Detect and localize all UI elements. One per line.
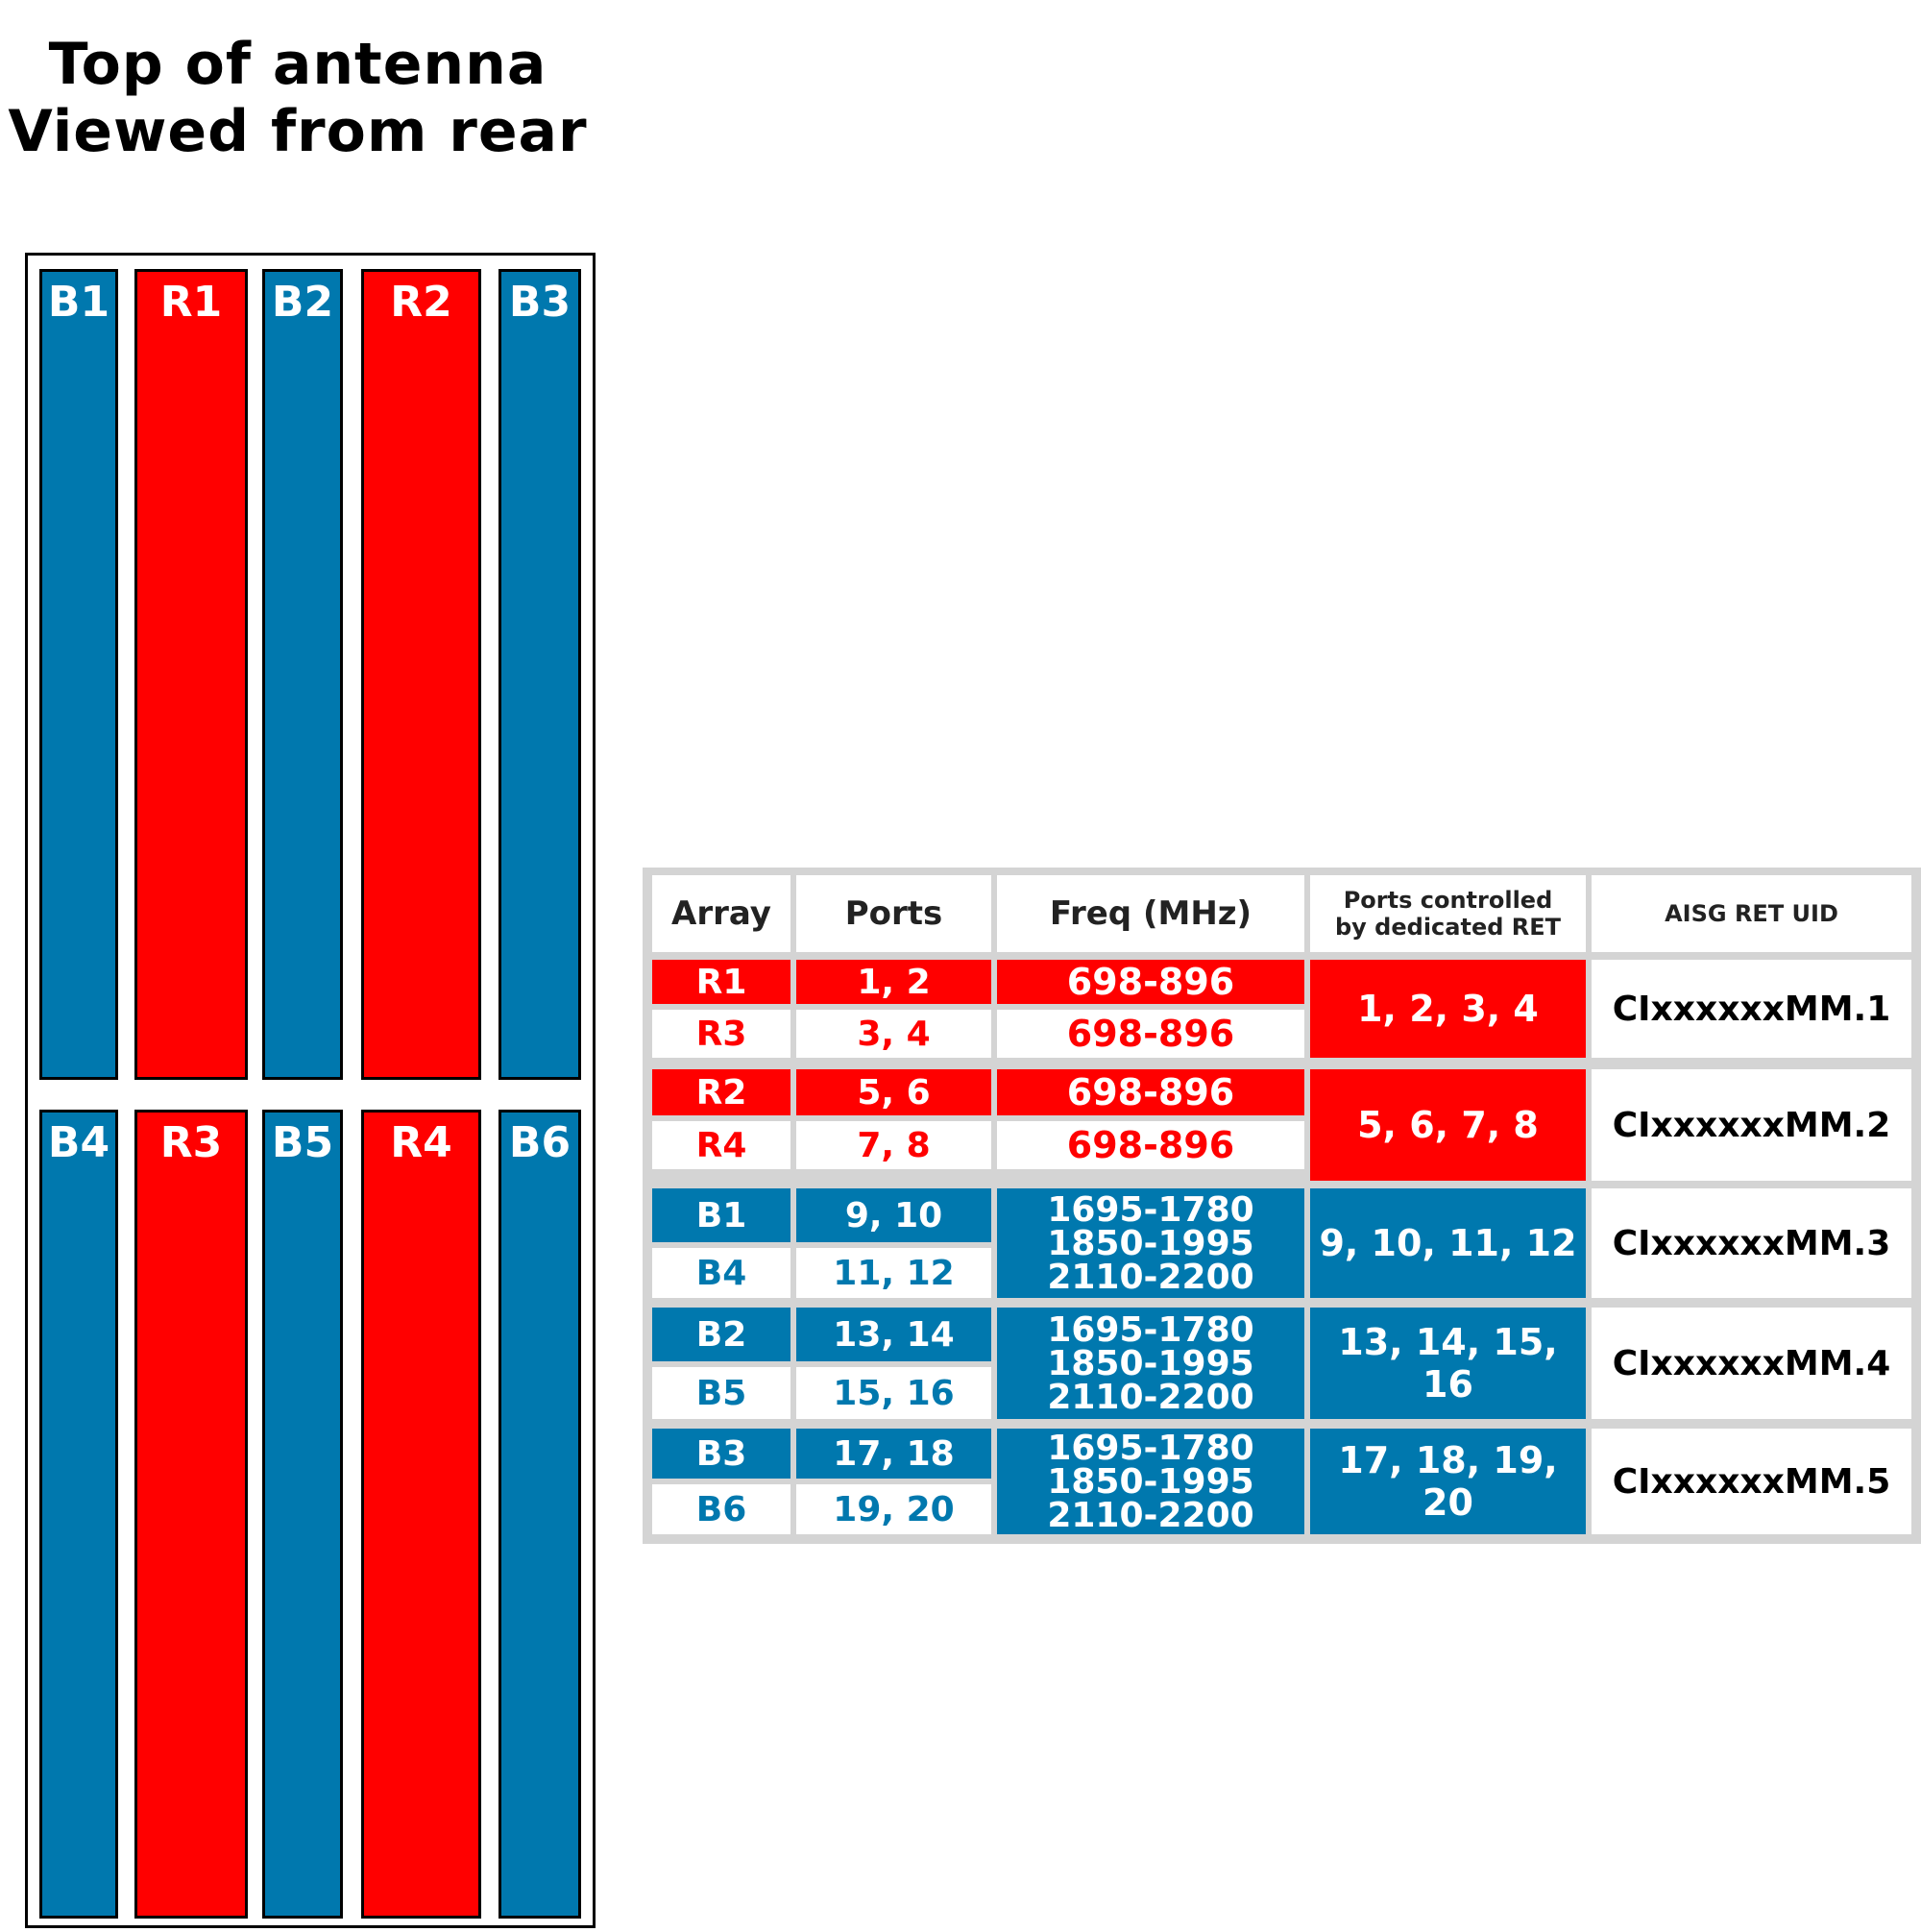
row-freq: 698-896 (997, 1069, 1304, 1115)
array-label: R2 (390, 278, 452, 327)
row-array: R1 (652, 960, 790, 1004)
row-array: B4 (652, 1248, 790, 1298)
ret-uid: CIxxxxxxMM.5 (1592, 1429, 1911, 1534)
row-ports: 5, 6 (796, 1069, 991, 1115)
header-array: Array (652, 875, 790, 952)
freq-band: 1695-1780 (1047, 1189, 1254, 1230)
ret-uid: CIxxxxxxMM.2 (1592, 1069, 1911, 1181)
array-label: B6 (508, 1118, 571, 1167)
ret-ports: 5, 6, 7, 8 (1310, 1069, 1586, 1181)
freq-band: 2110-2200 (1047, 1495, 1254, 1535)
ret-uid: CIxxxxxxMM.4 (1592, 1308, 1911, 1419)
row-freq: 698-896 (997, 960, 1304, 1004)
array-column-b4: B4 (39, 1110, 118, 1919)
row-array: R2 (652, 1069, 790, 1115)
row-array: B3 (652, 1429, 790, 1479)
array-label: B5 (271, 1118, 334, 1167)
array-label: R1 (159, 278, 223, 327)
row-ports: 13, 14 (796, 1308, 991, 1361)
row-freq-bands: 1695-1780 1850-1995 2110-2200 (997, 1188, 1304, 1298)
row-ports: 9, 10 (796, 1188, 991, 1242)
header-ret-line-1: Ports controlled (1343, 887, 1553, 914)
title-line-2: Viewed from rear (8, 98, 588, 165)
row-ports: 7, 8 (796, 1121, 991, 1169)
row-ports: 11, 12 (796, 1248, 991, 1298)
header-ret: Ports controlled by dedicated RET (1310, 875, 1586, 952)
title-line-1: Top of antenna (48, 31, 547, 98)
ret-uid: CIxxxxxxMM.3 (1592, 1188, 1911, 1298)
header-ports: Ports (796, 875, 991, 952)
ret-ports: 9, 10, 11, 12 (1310, 1188, 1586, 1298)
array-column-r3: R3 (134, 1110, 248, 1919)
row-array: B6 (652, 1484, 790, 1534)
array-label: R3 (159, 1118, 223, 1167)
port-table: Array Ports Freq (MHz) Ports controlled … (643, 868, 1921, 1544)
array-label: B1 (47, 278, 110, 327)
header-freq: Freq (MHz) (997, 875, 1304, 952)
array-label: R4 (390, 1118, 452, 1167)
array-column-b5: B5 (262, 1110, 343, 1919)
freq-band: 1850-1995 (1047, 1461, 1254, 1502)
row-ports: 15, 16 (796, 1367, 991, 1419)
array-label: B2 (271, 278, 334, 327)
header-ret-line-2: by dedicated RET (1335, 914, 1561, 941)
row-array: B1 (652, 1188, 790, 1242)
freq-band: 1695-1780 (1047, 1309, 1254, 1350)
row-ports: 17, 18 (796, 1429, 991, 1479)
array-column-b3: B3 (498, 269, 581, 1080)
array-column-b6: B6 (498, 1110, 581, 1919)
ret-ports: 17, 18, 19, 20 (1310, 1429, 1586, 1534)
freq-band: 2110-2200 (1047, 1377, 1254, 1417)
ret-ports: 13, 14, 15, 16 (1310, 1308, 1586, 1419)
freq-band: 1850-1995 (1047, 1223, 1254, 1263)
row-freq-bands: 1695-1780 1850-1995 2110-2200 (997, 1429, 1304, 1534)
row-ports: 3, 4 (796, 1010, 991, 1058)
array-label: B3 (508, 278, 571, 327)
row-freq: 698-896 (997, 1121, 1304, 1169)
row-ports: 19, 20 (796, 1484, 991, 1534)
row-ports: 1, 2 (796, 960, 991, 1004)
array-column-b2: B2 (262, 269, 343, 1080)
freq-band: 2110-2200 (1047, 1257, 1254, 1297)
array-column-b1: B1 (39, 269, 118, 1080)
array-column-r2: R2 (361, 269, 481, 1080)
freq-band: 1850-1995 (1047, 1343, 1254, 1383)
ret-uid: CIxxxxxxMM.1 (1592, 960, 1911, 1058)
header-uid: AISG RET UID (1592, 875, 1911, 952)
antenna-diagram: B1 R1 B2 R2 B3 B4 R3 B5 R4 B6 (25, 253, 596, 1928)
array-label: B4 (47, 1118, 110, 1167)
row-array: B2 (652, 1308, 790, 1361)
row-array: R3 (652, 1010, 790, 1058)
freq-band: 1695-1780 (1047, 1428, 1254, 1468)
array-column-r4: R4 (361, 1110, 481, 1919)
row-freq: 698-896 (997, 1010, 1304, 1058)
ret-ports: 1, 2, 3, 4 (1310, 960, 1586, 1058)
row-array: B5 (652, 1367, 790, 1419)
row-freq-bands: 1695-1780 1850-1995 2110-2200 (997, 1308, 1304, 1419)
array-column-r1: R1 (134, 269, 248, 1080)
row-array: R4 (652, 1121, 790, 1169)
